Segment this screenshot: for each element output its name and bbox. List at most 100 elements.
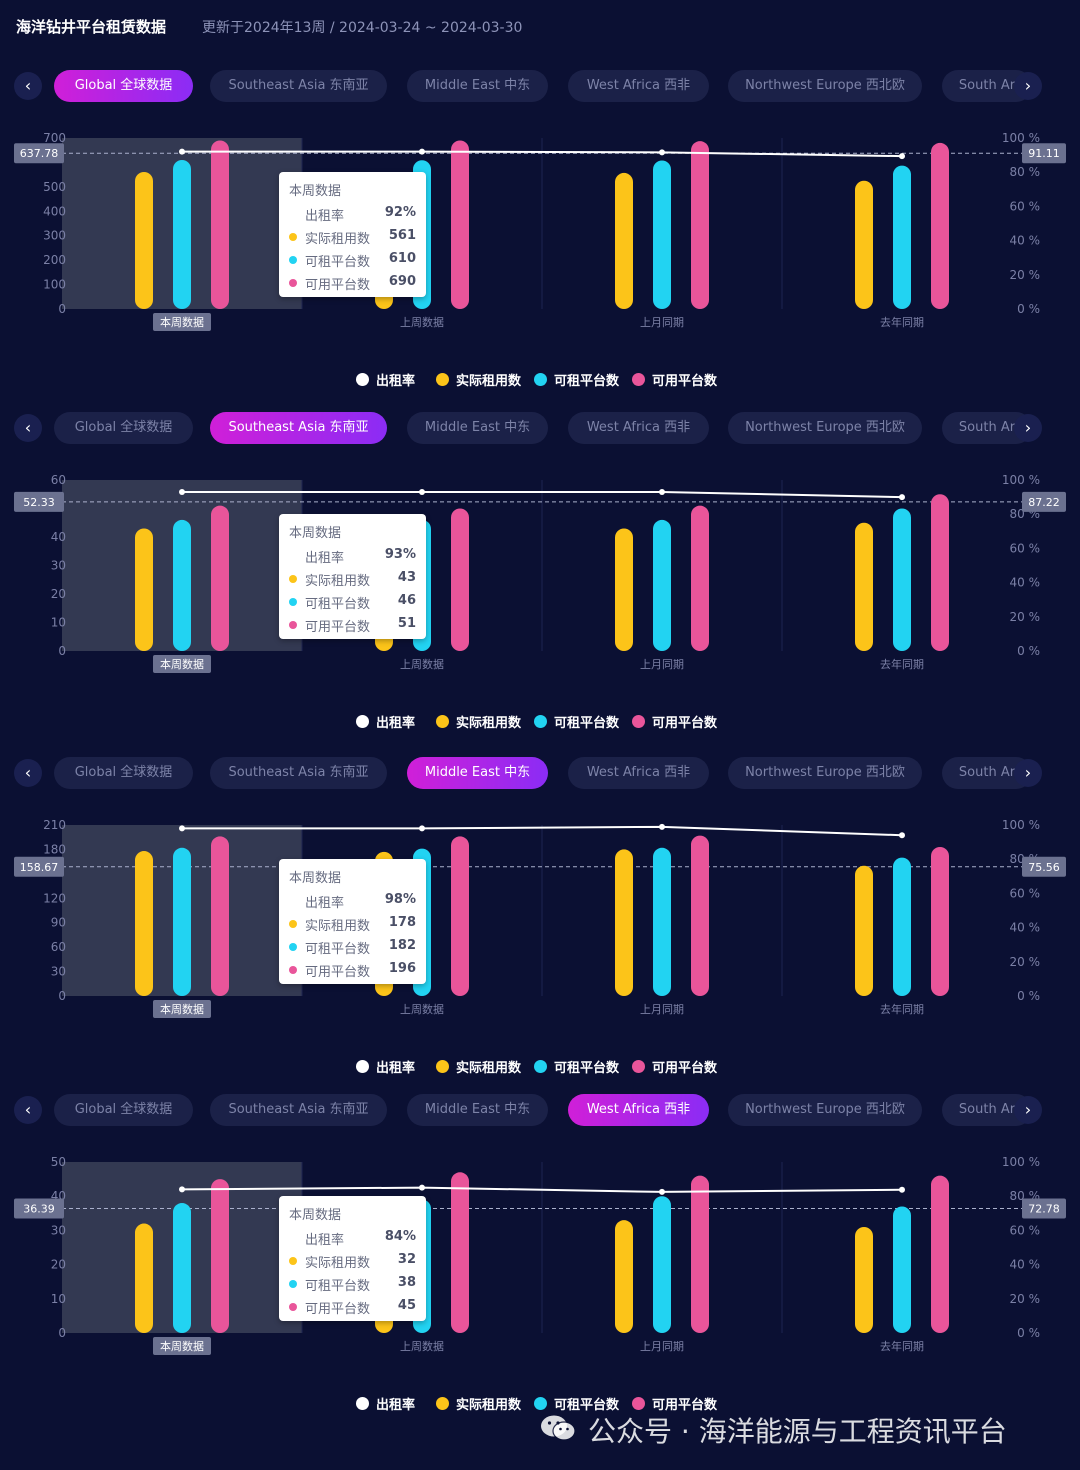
tab-region[interactable]: West Africa 西非	[568, 70, 709, 102]
tab-region[interactable]: Southeast Asia 东南亚	[210, 757, 387, 789]
rate-point[interactable]	[179, 1186, 185, 1193]
bar[interactable]	[211, 505, 229, 651]
tab-region[interactable]: Middle East 中东	[407, 1094, 548, 1126]
bar[interactable]	[173, 847, 191, 996]
legend-dot-icon	[436, 1060, 449, 1073]
tab-region[interactable]: Southeast Asia 东南亚	[210, 1094, 387, 1126]
tooltip-value: 38	[397, 1275, 416, 1290]
tab-region[interactable]: Southeast Asia 东南亚	[210, 70, 387, 102]
bar[interactable]	[211, 836, 229, 996]
tab-region[interactable]: Southeast Asia 东南亚	[210, 412, 387, 444]
bar[interactable]	[653, 519, 671, 651]
tab-region[interactable]: Global 全球数据	[54, 757, 193, 789]
x-tick-label: 本周数据	[160, 1339, 204, 1353]
series-dot-icon	[289, 1303, 297, 1311]
tab-region[interactable]: Global 全球数据	[54, 412, 193, 444]
tab-region[interactable]: Northwest Europe 西北欧	[728, 1094, 922, 1126]
tab-region[interactable]: Middle East 中东	[407, 757, 548, 789]
tab-region[interactable]: West Africa 西非	[568, 412, 709, 444]
rate-point[interactable]	[659, 149, 665, 156]
rate-point[interactable]	[419, 148, 425, 155]
prev-arrow-icon[interactable]: ‹	[14, 414, 42, 442]
rate-point[interactable]	[419, 825, 425, 832]
rate-point[interactable]	[899, 494, 905, 501]
y2-tick-label: 0 %	[1017, 302, 1040, 316]
bar[interactable]	[615, 172, 633, 309]
bar[interactable]	[931, 1175, 949, 1333]
rate-point[interactable]	[659, 823, 665, 830]
legend-label: 可用平台数	[652, 716, 718, 731]
bar[interactable]	[173, 159, 191, 309]
tab-region[interactable]: Northwest Europe 西北欧	[728, 412, 922, 444]
bar[interactable]	[451, 140, 469, 309]
bar[interactable]	[931, 846, 949, 996]
series-dot-icon	[289, 920, 297, 928]
y-tick-label: 210	[43, 818, 66, 832]
bar[interactable]	[211, 140, 229, 309]
next-arrow-icon[interactable]: ›	[1014, 72, 1042, 100]
tab-region[interactable]: West Africa 西非	[568, 757, 709, 789]
tab-region[interactable]: Global 全球数据	[54, 1094, 193, 1126]
bar[interactable]	[135, 1223, 153, 1333]
bar[interactable]	[173, 519, 191, 651]
bar[interactable]	[615, 849, 633, 996]
next-arrow-icon[interactable]: ›	[1014, 414, 1042, 442]
bar[interactable]	[451, 836, 469, 996]
bar[interactable]	[451, 508, 469, 652]
legend-dot-icon	[356, 1397, 369, 1410]
bar[interactable]	[893, 857, 911, 996]
tab-region[interactable]: West Africa 西非	[568, 1094, 709, 1126]
bar[interactable]	[691, 835, 709, 996]
tab-region[interactable]: Middle East 中东	[407, 70, 548, 102]
bar[interactable]	[855, 522, 873, 651]
legend-label: 可租平台数	[554, 1398, 620, 1413]
y2-tick-label: 0 %	[1017, 989, 1040, 1003]
bar[interactable]	[135, 851, 153, 996]
bar[interactable]	[855, 1226, 873, 1333]
bar[interactable]	[451, 1172, 469, 1333]
bar[interactable]	[615, 1220, 633, 1333]
bar[interactable]	[893, 165, 911, 309]
next-arrow-icon[interactable]: ›	[1014, 759, 1042, 787]
bar[interactable]	[931, 494, 949, 651]
rate-point[interactable]	[419, 488, 425, 495]
bar[interactable]	[615, 528, 633, 651]
bar[interactable]	[893, 1206, 911, 1333]
crosshair-right-value: 91.11	[1028, 147, 1060, 160]
rate-point[interactable]	[179, 825, 185, 832]
tab-region[interactable]: Northwest Europe 西北欧	[728, 757, 922, 789]
prev-arrow-icon[interactable]: ‹	[14, 759, 42, 787]
rate-point[interactable]	[659, 1188, 665, 1195]
rate-point[interactable]	[179, 488, 185, 495]
bar[interactable]	[691, 141, 709, 309]
bar[interactable]	[931, 142, 949, 309]
chart-legend: 出租率 实际租用数 可租平台数 可用平台数	[356, 1394, 756, 1414]
rate-point[interactable]	[179, 148, 185, 155]
prev-arrow-icon[interactable]: ‹	[14, 1096, 42, 1124]
tooltip-label: 可用平台数	[305, 620, 371, 635]
tab-region[interactable]: Global 全球数据	[54, 70, 193, 102]
bar[interactable]	[135, 171, 153, 309]
bar[interactable]	[653, 160, 671, 309]
bar[interactable]	[135, 528, 153, 651]
bar[interactable]	[653, 847, 671, 996]
bar[interactable]	[211, 1179, 229, 1333]
prev-arrow-icon[interactable]: ‹	[14, 72, 42, 100]
series-dot-icon	[289, 575, 297, 583]
bar[interactable]	[173, 1203, 191, 1333]
rate-point[interactable]	[899, 832, 905, 839]
bar[interactable]	[691, 1175, 709, 1333]
rate-point[interactable]	[899, 153, 905, 160]
bar[interactable]	[893, 508, 911, 652]
rate-point[interactable]	[899, 1186, 905, 1193]
bar[interactable]	[855, 180, 873, 309]
rate-point[interactable]	[419, 1184, 425, 1191]
bar[interactable]	[855, 865, 873, 996]
tab-region[interactable]: Middle East 中东	[407, 412, 548, 444]
bar[interactable]	[653, 1196, 671, 1333]
rate-point[interactable]	[659, 488, 665, 495]
next-arrow-icon[interactable]: ›	[1014, 1096, 1042, 1124]
bar[interactable]	[691, 505, 709, 651]
tab-region[interactable]: Northwest Europe 西北欧	[728, 70, 922, 102]
